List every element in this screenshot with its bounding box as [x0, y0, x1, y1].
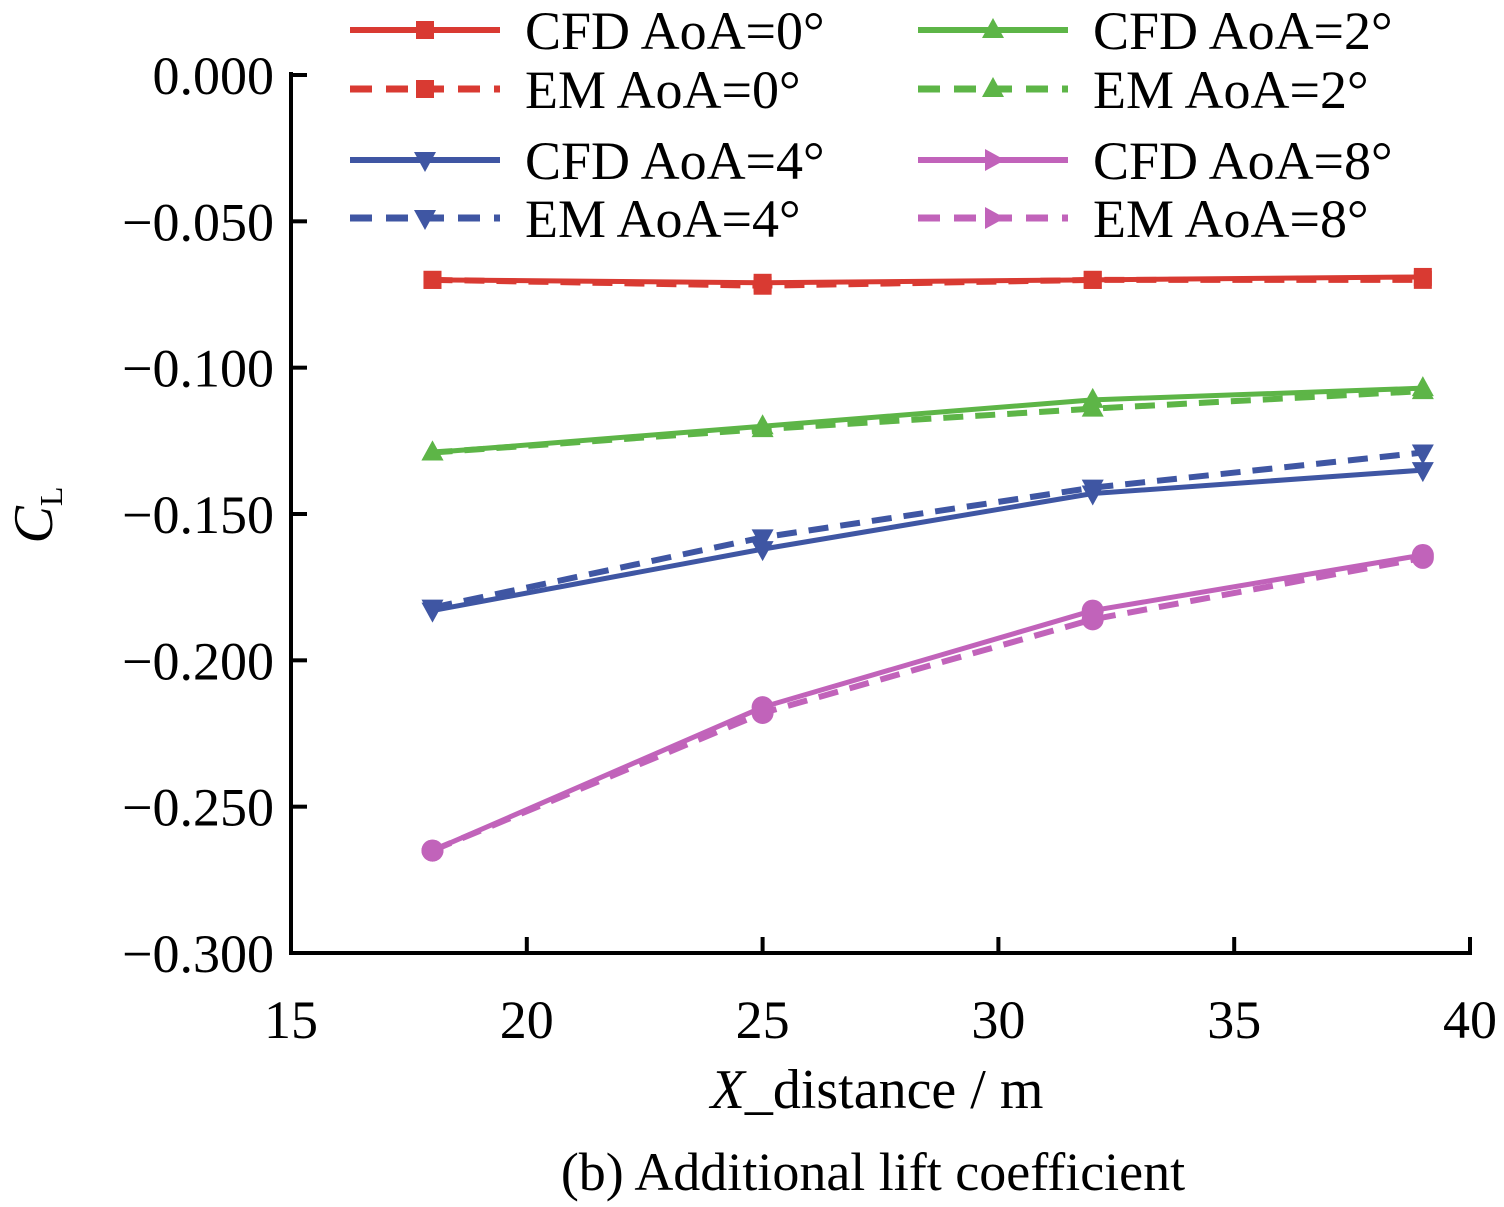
legend-marker	[414, 210, 436, 230]
y-tick-label: −0.200	[122, 631, 274, 691]
series-line	[431, 449, 1424, 611]
data-point	[751, 702, 774, 725]
legend-marker	[414, 152, 436, 172]
data-point	[751, 417, 774, 438]
data-point	[1411, 546, 1434, 569]
legend-marker	[985, 149, 1005, 171]
data-point	[1411, 462, 1434, 483]
data-point	[421, 839, 444, 862]
legend-label: EM AoA=0°	[525, 60, 801, 120]
legend-label: CFD AoA=2°	[1093, 1, 1393, 61]
series-line	[432, 388, 1423, 456]
legend-item: EM AoA=0°	[350, 60, 801, 120]
legend-label: CFD AoA=4°	[525, 131, 825, 191]
x-axis-label-italic: X	[709, 1059, 748, 1121]
data-point	[753, 276, 772, 295]
x-tick-label: 35	[1207, 990, 1261, 1050]
data-point	[751, 529, 774, 550]
legend-marker	[985, 207, 1005, 229]
legend-label: CFD AoA=8°	[1093, 131, 1393, 191]
y-axis-label-sub: L	[33, 487, 69, 507]
legend-marker	[416, 21, 434, 39]
legend-item: CFD AoA=8°	[918, 131, 1393, 191]
series-7	[421, 546, 1434, 862]
legend-label: CFD AoA=0°	[525, 1, 825, 61]
data-point	[1083, 270, 1102, 289]
x-tick-label: 25	[736, 990, 790, 1050]
ticks: 15 20 25 30 35 40 0.000 −0.050 −0.100 −0.150 −0.20…	[122, 46, 1497, 1050]
series-6	[421, 543, 1434, 862]
legend-marker	[982, 18, 1004, 38]
y-axis-label-main: C	[3, 505, 65, 543]
data-point	[1081, 396, 1104, 417]
x-tick-label: 15	[264, 990, 318, 1050]
data-point	[421, 599, 444, 620]
y-tick-label: −0.250	[122, 778, 274, 838]
series-5	[421, 444, 1434, 620]
y-tick-label: 0.000	[153, 46, 275, 106]
legend: CFD AoA=0°EM AoA=0° CFD AoA=2°EM AoA=2° CF…	[350, 1, 1393, 249]
series-line	[431, 554, 1424, 854]
data-point	[1413, 270, 1432, 289]
legend-item: CFD AoA=4°	[350, 131, 825, 191]
legend-label: EM AoA=4°	[525, 189, 801, 249]
series-4	[421, 462, 1434, 623]
legend-marker	[982, 77, 1004, 97]
series-3	[421, 379, 1434, 461]
chart-caption: (b) Additional lift coefficient	[561, 1142, 1185, 1202]
series-line	[431, 552, 1424, 853]
series-line	[432, 467, 1424, 614]
data-point	[1081, 479, 1104, 500]
x-tick-label: 20	[500, 990, 554, 1050]
data-point	[421, 440, 444, 461]
legend-label: EM AoA=8°	[1093, 189, 1369, 249]
y-tick-label: −0.300	[122, 924, 274, 984]
x-tick-label: 40	[1443, 990, 1497, 1050]
plot-lines	[421, 267, 1434, 862]
legend-item: CFD AoA=2°	[918, 1, 1393, 61]
series-1	[423, 270, 1432, 295]
y-tick-label: −0.100	[122, 339, 274, 399]
legend-marker	[416, 80, 434, 98]
legend-item: EM AoA=2°	[918, 60, 1369, 120]
data-point	[1411, 444, 1434, 465]
x-tick-label: 30	[971, 990, 1025, 1050]
y-axis-label: CL	[3, 487, 69, 544]
legend-item: EM AoA=4°	[350, 189, 801, 249]
y-tick-label: −0.050	[122, 192, 274, 252]
legend-label: EM AoA=2°	[1093, 60, 1369, 120]
data-point	[751, 541, 774, 562]
series-line	[432, 276, 1423, 289]
data-point	[1411, 379, 1434, 400]
legend-item: EM AoA=8°	[918, 189, 1369, 249]
x-axis-label: X_distance / m	[709, 1059, 1044, 1121]
legend-item: CFD AoA=0°	[350, 1, 825, 61]
y-tick-label: −0.150	[122, 485, 274, 545]
data-point	[423, 270, 442, 289]
data-point	[1081, 608, 1104, 631]
x-axis-label-rest: _distance / m	[744, 1059, 1044, 1121]
